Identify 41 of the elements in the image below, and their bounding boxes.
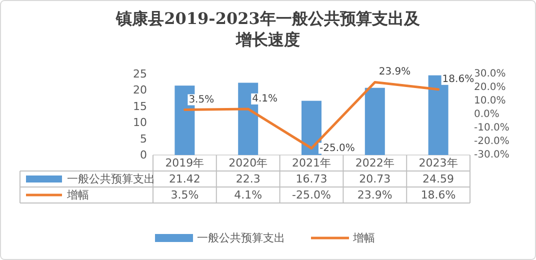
x-tick-label: 2021年	[292, 156, 331, 170]
chart-title: 镇康县2019-2023年一般公共预算支出及增长速度	[114, 8, 421, 50]
text: -25.0%	[320, 142, 355, 154]
bar	[364, 88, 385, 155]
data-label: 22.3	[236, 172, 260, 186]
y-tick-label: 15	[133, 100, 147, 113]
data-label: 20.73	[359, 172, 391, 186]
data-label: 16.73	[296, 172, 328, 186]
legend-label: 增幅	[352, 232, 375, 244]
y2-tick-label: 30.0%	[474, 68, 506, 80]
data-label: 24.59	[422, 172, 454, 186]
text: 3.5%	[188, 94, 214, 106]
data-label: 3.5%	[170, 188, 199, 202]
y2-tick-label: 10.0%	[474, 96, 506, 106]
text: 23.9%	[378, 66, 411, 78]
data-label: -25.0%	[292, 188, 331, 202]
y-tick-label: 5	[140, 132, 147, 146]
y2-tick-label: -10.0%	[474, 122, 510, 134]
x-tick-label: 2023年	[418, 156, 458, 170]
text: 4.1%	[252, 93, 278, 104]
legend-label: 一般公共预算支出	[67, 172, 155, 186]
data-label: 4.1%	[234, 188, 262, 202]
y2-tick-label: -30.0%	[474, 150, 510, 160]
data-label: 18.6%	[420, 188, 456, 202]
y-tick-label: 25	[133, 68, 147, 80]
y2-tick-label: -20.0%	[474, 136, 510, 147]
x-tick-label: 2020年	[228, 156, 268, 170]
text: 增幅	[67, 188, 89, 202]
y-tick-label: 20	[133, 84, 147, 97]
bar	[302, 100, 322, 155]
y2-tick-label: 20.0%	[474, 82, 506, 93]
x-tick-label: 2019年	[165, 156, 204, 170]
y-tick-label: 10	[133, 116, 147, 130]
x-tick-label: 2022年	[355, 156, 394, 170]
data-label: 23.9%	[357, 188, 392, 202]
y2-tick-label: 0.0%	[474, 109, 500, 120]
data-label: 21.42	[168, 172, 200, 186]
text: 18.6%	[442, 74, 474, 85]
legend: 一般公共预算支出 增幅	[155, 232, 375, 244]
y-tick-label: 0	[140, 148, 147, 162]
line-series	[183, 80, 440, 150]
